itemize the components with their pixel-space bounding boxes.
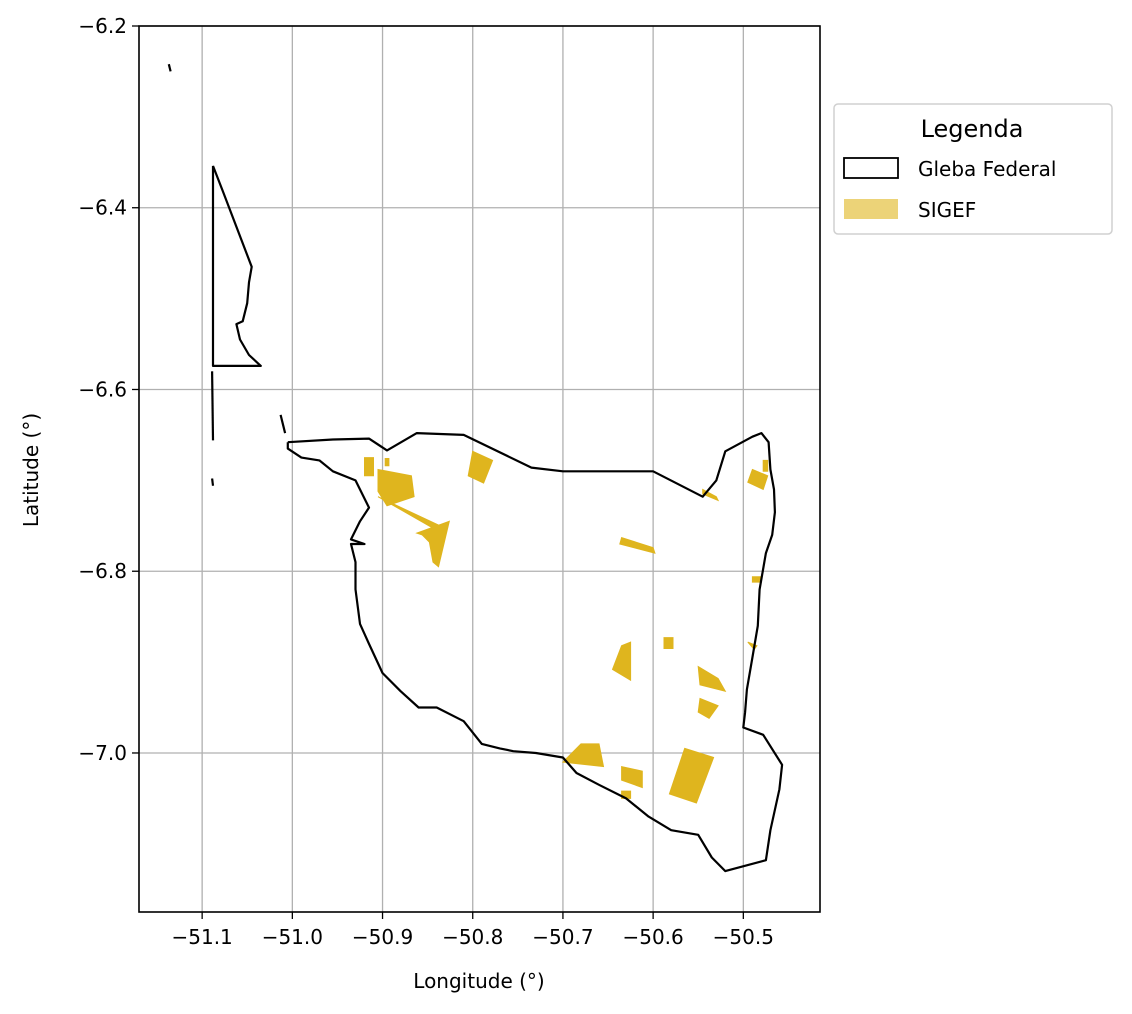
- x-tick-label-4: −50.7: [532, 925, 593, 949]
- y-tick-label-1: −6.4: [78, 196, 127, 220]
- y-axis-ticks: −6.2 −6.4 −6.6 −6.8 −7.0: [78, 14, 139, 765]
- y-tick-label-0: −6.2: [78, 14, 127, 38]
- sigef-parcel-2: [377, 468, 415, 507]
- plot-frame: [138, 25, 821, 913]
- sigef-parcel-13: [697, 665, 727, 692]
- legend-swatch-gleba-federal: [843, 157, 899, 179]
- legend-label-sigef: SIGEF: [918, 198, 976, 222]
- x-axis-ticks: −51.1 −51.0 −50.9 −50.8 −50.7 −50.6 −50.5: [171, 912, 774, 949]
- sigef-parcel-19: [668, 747, 715, 804]
- y-tick-label-2: −6.6: [78, 377, 127, 401]
- gleba-boundary-segment-4: [279, 414, 287, 434]
- gleba-boundary-segment-1: [211, 371, 215, 441]
- sigef-parcel-8: [747, 468, 769, 491]
- x-axis-title: Longitude (°): [413, 969, 544, 993]
- sigef-parcel-0: [364, 457, 374, 477]
- x-tick-label-6: −50.5: [713, 925, 774, 949]
- legend-label-gleba-federal: Gleba Federal: [918, 157, 1056, 181]
- sigef-parcel-4: [415, 520, 451, 568]
- sigef-parcels: [364, 450, 769, 804]
- gleba-federal-boundary: [167, 63, 784, 873]
- x-tick-label-1: −51.0: [262, 925, 323, 949]
- sigef-parcel-12: [611, 641, 632, 682]
- x-tick-label-2: −50.9: [352, 925, 413, 949]
- legend-box: [833, 103, 1113, 235]
- gleba-boundary-segment-0: [211, 165, 262, 367]
- legend-title: Legenda: [921, 115, 1024, 143]
- x-tick-label-3: −50.8: [442, 925, 503, 949]
- gleba-boundary-segment-5: [286, 432, 784, 873]
- x-tick-label-5: −50.6: [622, 925, 683, 949]
- legend: Legenda Gleba Federal SIGEF: [833, 103, 1113, 235]
- sigef-parcel-6: [619, 536, 656, 554]
- y-tick-label-3: −6.8: [78, 559, 127, 583]
- sigef-parcel-11: [663, 637, 674, 649]
- gleba-boundary-segment-3: [167, 63, 172, 72]
- sigef-parcel-15: [697, 697, 719, 720]
- sigef-parcel-5: [467, 450, 494, 484]
- gleba-boundary-segment-2: [211, 478, 215, 486]
- y-tick-label-4: −7.0: [78, 741, 127, 765]
- sigef-parcel-1: [384, 458, 390, 467]
- sigef-parcel-9: [762, 459, 769, 472]
- sigef-parcel-16: [561, 743, 605, 768]
- legend-swatch-sigef: [844, 199, 898, 219]
- x-tick-label-0: −51.1: [171, 925, 232, 949]
- y-axis-title: Latitude (°): [19, 413, 43, 527]
- sigef-parcel-17: [621, 765, 643, 789]
